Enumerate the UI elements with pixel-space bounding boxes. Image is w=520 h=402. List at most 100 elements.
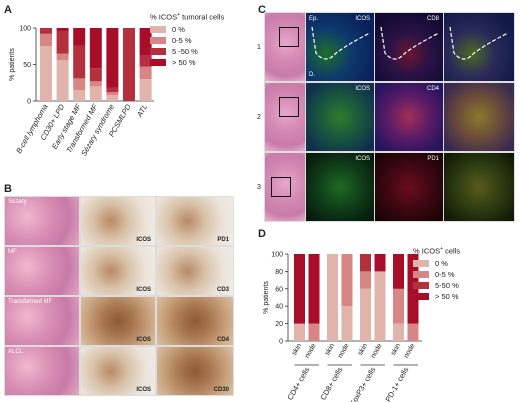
- d-bar-segment: [308, 254, 320, 324]
- fluorescence-image: CD8: [374, 12, 444, 82]
- d-bar-segment: [374, 254, 386, 272]
- a-legend-label: 0-5 %: [172, 35, 192, 45]
- d-x-tick-label: skin: [390, 342, 402, 356]
- ihc-stain-image: ICOS: [80, 346, 156, 396]
- panel-c-row-number: 1: [257, 44, 261, 51]
- a-y-tick-label: 100: [19, 26, 31, 33]
- d-legend-label: > 50 %: [435, 291, 459, 301]
- chart-d-legend: % ICOS+ cells 0 % 0-5 % 5-50 % > 50 %: [413, 246, 460, 302]
- a-legend-label: 5 -50 %: [172, 46, 198, 56]
- a-bar-segment: [73, 78, 86, 91]
- a-bar-segment: [73, 45, 86, 79]
- panel-b-stain-label: CD30: [213, 387, 229, 393]
- d-y-tick-label: 100: [271, 252, 283, 259]
- panel-b-stain-label: CD4: [216, 337, 229, 343]
- ihc-stain-image: CD4: [156, 296, 234, 346]
- he-stain-image: Sézary: [4, 196, 80, 246]
- panel-b-row-label: Transformed MF: [8, 299, 53, 305]
- d-legend-swatch: [413, 292, 429, 300]
- d-legend-label: 0-5 %: [435, 269, 455, 279]
- panel-b-row-label: ALCL: [8, 349, 24, 355]
- fluorescence-image: ICOS Ep. D.: [305, 12, 375, 82]
- panel-b-stain-label: CD3: [216, 287, 229, 293]
- a-bar-segment: [139, 66, 152, 80]
- panel-b-stain-label: ICOS: [136, 287, 151, 293]
- a-legend-item: 0 %: [150, 24, 224, 35]
- he-overview-image: [264, 12, 308, 82]
- d-bar-segment: [327, 254, 338, 341]
- d-x-tick-label: skin: [324, 342, 336, 356]
- ihc-stain-image: CD3: [156, 246, 234, 296]
- d-group-label: CD4+ cells: [285, 365, 311, 401]
- fluorescence-image: ICOS: [305, 152, 375, 222]
- fluorescence-image: [443, 82, 515, 152]
- panel-b-row-label: MF: [8, 249, 17, 255]
- a-legend-swatch: [150, 25, 166, 33]
- d-group-label: FoxP3+ cells: [348, 365, 377, 402]
- panel-c-stain-label: ICOS: [355, 16, 370, 22]
- a-y-label: % patients: [9, 48, 16, 81]
- d-legend-swatch: [413, 270, 429, 278]
- a-bar-segment: [106, 95, 119, 101]
- d-x-tick-label: node: [370, 342, 384, 359]
- a-bar-segment: [89, 86, 102, 101]
- d-bar-segment: [294, 323, 305, 341]
- a-bar-segment: [40, 33, 52, 47]
- a-bar-segment: [106, 28, 119, 88]
- d-y-tick-label: 60: [275, 286, 283, 293]
- a-y-tick-label: 0: [27, 99, 31, 106]
- panel-b-row-label: Sézary: [8, 199, 27, 205]
- a-bar-segment: [139, 79, 152, 101]
- d-bar-segment: [341, 254, 353, 307]
- a-bar-segment: [139, 28, 152, 56]
- legend-a-title: % ICOS+ tumoral cells: [150, 12, 225, 22]
- fluorescence-image: ICOS: [305, 82, 375, 152]
- panel-d-letter: D: [258, 228, 266, 240]
- d-x-tick-label: node: [403, 342, 417, 359]
- d-bar-segment: [341, 306, 353, 341]
- panel-c-stain-label: PD1: [427, 156, 439, 162]
- he-stain-image: MF: [4, 246, 80, 296]
- d-bar-segment: [360, 254, 371, 272]
- he-stain-image: ALCL: [4, 346, 80, 396]
- d-legend-item: 5-50 %: [413, 280, 460, 291]
- ihc-stain-image: CD30: [156, 346, 234, 396]
- ihc-stain-image: PD1: [156, 196, 234, 246]
- zoom-box: [279, 97, 299, 117]
- d-group-label: PD-1+ cells: [383, 365, 410, 402]
- a-x-tick-label: ATL: [134, 103, 149, 120]
- dermo-epidermal-junction-line: [311, 26, 371, 60]
- a-bar-segment: [106, 92, 119, 96]
- d-y-label: % patients: [263, 281, 270, 314]
- he-stain-image: Transformed MF: [4, 296, 80, 346]
- a-bar-segment: [89, 81, 102, 87]
- a-legend-label: 0 %: [172, 24, 185, 34]
- a-legend-item: 5 -50 %: [150, 46, 224, 57]
- a-legend-swatch: [150, 36, 166, 44]
- a-bar-segment: [106, 87, 119, 93]
- fluorescence-image: CD4: [374, 82, 444, 152]
- a-bar-segment: [56, 31, 69, 54]
- he-overview-image: [264, 82, 308, 152]
- d-bar-segment: [360, 271, 371, 289]
- a-bar-segment: [73, 28, 86, 46]
- panel-c-stain-label: ICOS: [355, 86, 370, 92]
- a-bar-segment: [56, 28, 69, 32]
- d-legend-swatch: [413, 259, 429, 267]
- fluorescence-image: [443, 152, 515, 222]
- panel-b-stain-label: ICOS: [136, 387, 151, 393]
- panel-b-letter: B: [4, 183, 12, 195]
- a-bar-segment: [56, 60, 69, 101]
- d-bar-segment: [393, 288, 404, 324]
- a-y-tick-label: 50: [23, 62, 31, 69]
- dermo-epidermal-junction-line: [449, 26, 509, 60]
- d-bar-segment: [407, 254, 419, 324]
- panel-c-stain-label: CD8: [426, 16, 439, 22]
- he-overview-image: [264, 152, 308, 222]
- a-bar-segment: [123, 28, 135, 101]
- a-bar-segment: [139, 55, 152, 67]
- panel-c-stain-label: CD4: [426, 86, 439, 92]
- d-bar-segment: [294, 254, 305, 324]
- d-legend-label: 0 %: [435, 258, 448, 268]
